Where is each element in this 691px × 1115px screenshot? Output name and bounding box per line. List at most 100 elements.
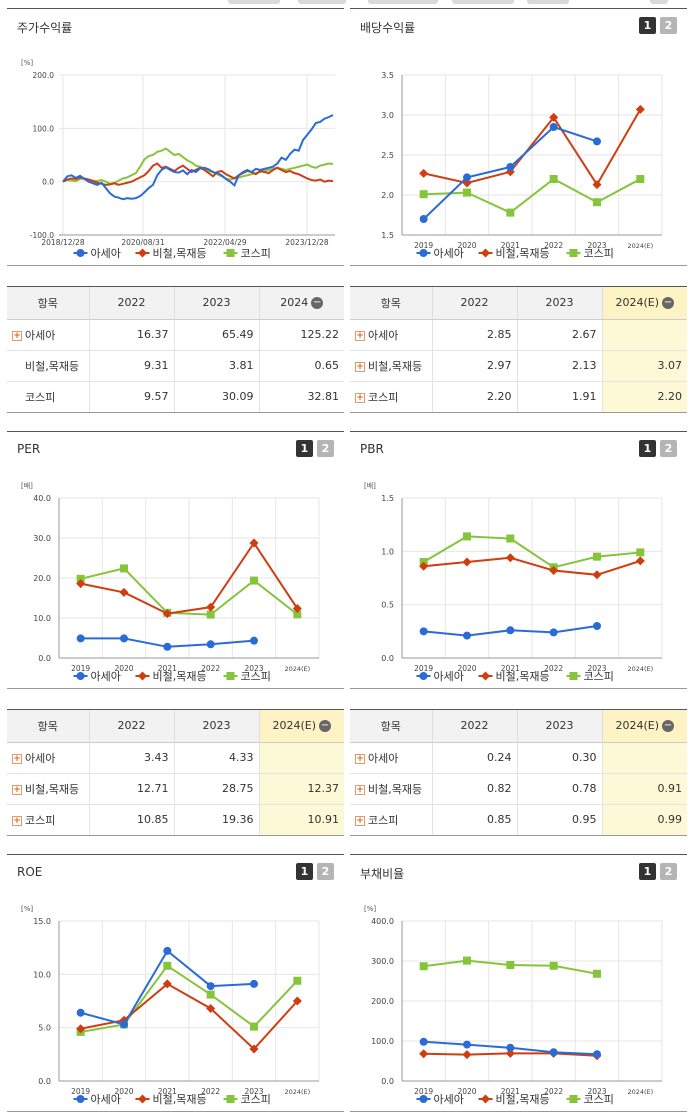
collapse-minus-icon[interactable]: −: [662, 297, 675, 310]
point-marker: [463, 173, 471, 182]
legend-label: 아세아: [434, 1093, 464, 1106]
row-name: 아세아: [368, 751, 399, 765]
point-marker: [593, 1050, 601, 1059]
page-1-button[interactable]: 1: [296, 863, 313, 880]
expand-plus-icon[interactable]: +: [355, 392, 365, 403]
point-marker: [569, 1095, 578, 1103]
top-tab[interactable]: [650, 0, 668, 4]
expand-plus-icon[interactable]: +: [12, 753, 22, 764]
legend-label: 비철,목재등: [153, 1093, 207, 1106]
expand-plus-icon[interactable]: +: [12, 330, 22, 341]
y-unit: [%]: [21, 59, 33, 67]
per-table: 항목 2022 2023 2024(E) − + 아세아 3.43 4.33 + 비철,목재등 12.…: [7, 709, 344, 836]
point-marker: [506, 1043, 515, 1052]
point-marker: [481, 1094, 490, 1104]
roe-chart: [%]15.0 10.0 5.0 0.0 2019 2020 2021 2022 2023 202…: [21, 905, 320, 1106]
page-2-button[interactable]: 2: [660, 17, 677, 34]
x-tick-label: 2024(E): [627, 242, 653, 250]
per-chart: [배]40.0 30.0 20.0 10.0 0.0 2019 2020 2021 2022 20…: [21, 481, 320, 683]
y-tick-label: 100.0: [371, 1037, 394, 1046]
expand-plus-icon[interactable]: +: [355, 784, 365, 795]
x-tick-label: 2020: [114, 664, 133, 673]
row-name-cell: + 아세아: [7, 319, 89, 351]
row-name-cell: + 아세아: [350, 319, 432, 351]
point-marker: [549, 1048, 558, 1057]
table-row: + 비철,목재등 2.97 2.13 3.07: [350, 350, 687, 382]
point-marker: [593, 198, 601, 207]
table-row: + 비철,목재등 12.71 28.75 12.37: [7, 773, 344, 805]
page-2-button[interactable]: 2: [660, 440, 677, 457]
top-tab[interactable]: [368, 0, 438, 4]
point-marker: [549, 112, 559, 122]
value-cell: 65.49: [173, 319, 259, 351]
top-tab[interactable]: [527, 0, 569, 4]
expand-plus-icon[interactable]: +: [355, 815, 365, 826]
y-tick-label: 0.5: [381, 601, 394, 610]
point-marker: [76, 1008, 85, 1017]
expand-plus-icon[interactable]: +: [355, 361, 365, 372]
value-cell: 4.33: [173, 742, 259, 774]
column-header-label: 2023: [202, 296, 231, 310]
top-tab[interactable]: [452, 0, 514, 4]
column-header: 항목: [350, 710, 432, 743]
point-marker: [506, 534, 515, 543]
series-line: [423, 556, 641, 576]
page-2-button[interactable]: 2: [317, 440, 334, 457]
x-tick-label: 2020/08/31: [121, 238, 164, 247]
y-tick-label: 2.5: [381, 151, 394, 160]
collapse-minus-icon[interactable]: −: [319, 720, 332, 733]
point-marker: [419, 1049, 429, 1059]
column-header: 2024(E) −: [601, 710, 687, 743]
page-2-button[interactable]: 2: [660, 863, 677, 880]
column-header-label: 항목: [37, 719, 58, 733]
collapse-minus-icon[interactable]: −: [662, 720, 675, 733]
x-tick-label: 2022: [544, 1087, 563, 1096]
y-unit: [배]: [364, 481, 376, 490]
point-marker: [250, 1022, 258, 1031]
value-cell: 2.13: [516, 350, 602, 382]
value-cell: 0.82: [431, 773, 517, 805]
point-marker: [569, 672, 578, 680]
page-1-button[interactable]: 1: [296, 440, 313, 457]
page-2-button[interactable]: 2: [317, 863, 334, 880]
series-line: [80, 964, 299, 1033]
page-1-button[interactable]: 1: [639, 863, 656, 880]
x-tick-label: 2021: [501, 1087, 520, 1096]
column-header: 2022: [431, 287, 517, 320]
point-marker: [76, 672, 85, 680]
column-header-label: 2022: [117, 719, 146, 733]
row-name: 비철,목재등: [368, 782, 423, 796]
top-tab[interactable]: [298, 0, 346, 4]
expand-plus-icon[interactable]: +: [12, 784, 22, 795]
value-cell: 0.85: [431, 804, 517, 835]
data-table: 항목 2022 2023 2024(E) − + 아세아 3.43 4.33 + 비철,목재등 12.…: [7, 710, 344, 835]
column-header: 2024(E) −: [601, 287, 687, 320]
column-header-label: 2024(E): [615, 719, 660, 733]
point-marker: [592, 180, 602, 190]
column-header-label: 2022: [460, 296, 489, 310]
point-marker: [76, 634, 85, 643]
page-1-button[interactable]: 1: [639, 17, 656, 34]
x-tick-label: 2019: [414, 241, 433, 250]
point-marker: [293, 610, 302, 619]
collapse-minus-icon[interactable]: −: [311, 297, 324, 310]
page-1-button[interactable]: 1: [639, 440, 656, 457]
row-name-cell: + 아세아: [7, 742, 89, 774]
x-tick-label: 2022: [201, 1087, 220, 1096]
column-header-label: 2022: [117, 296, 146, 310]
expand-plus-icon[interactable]: +: [12, 815, 22, 826]
x-tick-label: 2021: [501, 664, 520, 673]
point-marker: [636, 175, 645, 183]
point-marker: [206, 1003, 216, 1013]
point-marker: [138, 1094, 147, 1104]
table-row: + 코스피 10.85 19.36 10.91: [7, 804, 344, 835]
point-marker: [462, 557, 472, 567]
x-tick-label: 2021: [158, 664, 177, 673]
series-line: [62, 147, 334, 185]
expand-plus-icon[interactable]: +: [355, 753, 365, 764]
expand-plus-icon[interactable]: +: [355, 330, 365, 341]
table-row: + 코스피 2.20 1.91 2.20: [350, 381, 687, 412]
row-name: 아세아: [368, 328, 399, 342]
debt-ratio-panel: 부채비율 1 2 [%] 400.0 300.0 200.0 100.0 0.0 2019 2…: [350, 854, 687, 1112]
top-tab[interactable]: [228, 0, 280, 4]
